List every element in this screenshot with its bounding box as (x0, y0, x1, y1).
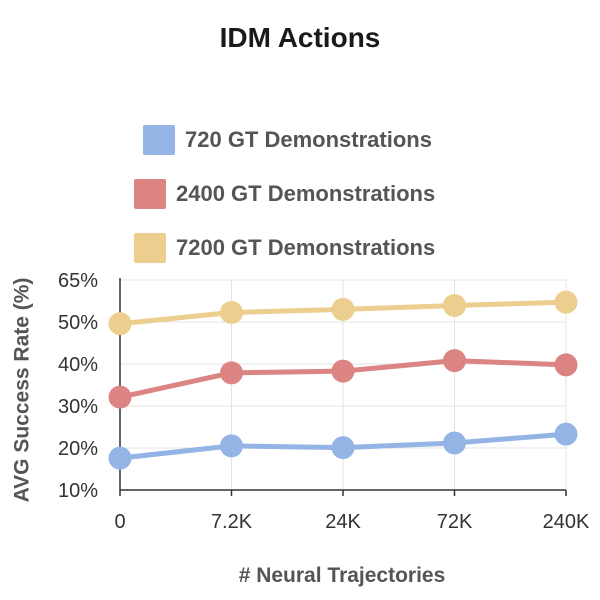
y-tick-label: 20% (58, 438, 98, 460)
data-point-series-2 (554, 290, 578, 314)
y-tick-label: 30% (58, 396, 98, 418)
y-tick-label: 40% (58, 354, 98, 376)
x-tick-label: 72K (437, 511, 473, 533)
data-point-series-2 (108, 312, 132, 336)
legend-swatch-2400 (134, 179, 166, 209)
data-point-series-0 (331, 436, 355, 460)
chart-title: IDM Actions (219, 22, 381, 53)
x-axis-label: # Neural Trajectories (238, 564, 446, 587)
y-axis-label: AVG Success Rate (%) (4, 260, 40, 520)
x-tick-label: 24K (325, 511, 361, 533)
data-point-series-1 (443, 349, 466, 373)
legend-item-720: 720 GT Demonstrations (143, 124, 432, 156)
legend-label-2400: 2400 GT Demonstrations (176, 181, 436, 206)
legend-label-720: 720 GT Demonstrations (185, 127, 432, 152)
legend-swatch-7200 (134, 233, 166, 263)
legend-item-2400: 2400 GT Demonstrations (134, 178, 435, 210)
data-point-series-0 (220, 434, 243, 458)
y-tick-label: 10% (58, 480, 98, 502)
data-point-series-1 (331, 359, 355, 383)
data-point-series-0 (443, 431, 466, 455)
data-point-series-2 (331, 297, 355, 321)
data-point-series-1 (108, 385, 132, 409)
y-tick-label: 65% (58, 270, 98, 292)
data-point-series-2 (443, 293, 466, 317)
legend-label-7200: 7200 GT Demonstrations (176, 235, 436, 260)
data-point-series-0 (554, 422, 578, 446)
legend-swatch-720 (143, 125, 175, 155)
data-point-series-2 (220, 300, 243, 324)
data-point-series-1 (554, 353, 578, 377)
data-point-series-1 (220, 361, 243, 385)
data-point-series-0 (108, 446, 132, 470)
y-axis-label-text: AVG Success Rate (%) (10, 277, 34, 503)
x-tick-label: 240K (543, 511, 590, 533)
legend-item-7200: 7200 GT Demonstrations (134, 232, 435, 264)
x-tick-label: 0 (114, 511, 125, 533)
y-tick-label: 50% (58, 312, 98, 334)
x-tick-label: 7.2K (211, 511, 253, 533)
